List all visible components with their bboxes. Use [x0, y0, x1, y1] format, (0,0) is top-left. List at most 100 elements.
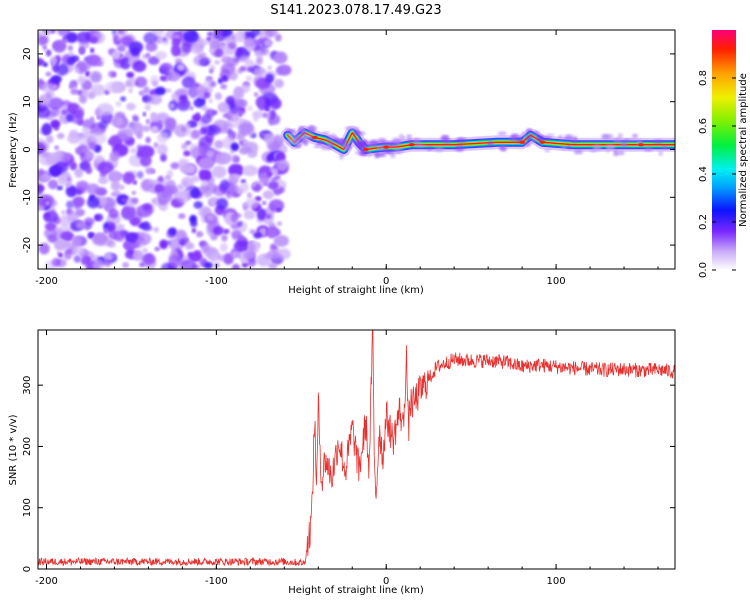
- noise-blob: [40, 150, 50, 158]
- snr-x-ticks: -200 -100 0 100: [35, 330, 659, 587]
- noise-blob: [38, 35, 48, 46]
- colorbar-label: Normalized spectral amplitude: [738, 73, 749, 227]
- signal-hotspot: [408, 143, 415, 147]
- noise-blob: [231, 263, 241, 269]
- signal-fringe: [620, 141, 628, 148]
- noise-blob: [123, 242, 132, 250]
- noise-blob: [235, 48, 243, 55]
- noise-blob: [199, 186, 207, 193]
- noise-blob: [269, 243, 278, 251]
- noise-blob: [90, 129, 95, 134]
- noise-blob: [202, 91, 211, 99]
- noise-blob: [247, 46, 253, 52]
- spectrogram-y-ticks: -20 -10 0 10 20: [22, 48, 675, 253]
- noise-blob: [236, 188, 244, 195]
- noise-blob: [189, 106, 194, 111]
- noise-blob: [231, 251, 239, 258]
- signal-fringe: [326, 135, 331, 142]
- noise-blob: [243, 210, 256, 220]
- signal-fringe: [353, 130, 362, 136]
- noise-blob: [57, 175, 67, 187]
- noise-blob: [46, 97, 64, 110]
- noise-blob: [42, 62, 48, 67]
- noise-blob: [150, 126, 159, 133]
- noise-blob: [145, 136, 151, 144]
- noise-blob: [154, 183, 165, 193]
- noise-blob: [144, 104, 151, 111]
- noise-blob: [237, 220, 243, 227]
- noise-blob: [116, 44, 126, 53]
- noise-blob: [111, 30, 117, 35]
- noise-blob: [97, 161, 114, 175]
- noise-blob: [110, 180, 121, 191]
- noise-blob: [73, 255, 81, 263]
- noise-blob: [206, 150, 215, 159]
- noise-blob: [86, 196, 100, 209]
- noise-blob: [130, 47, 140, 57]
- noise-blob: [164, 175, 171, 181]
- signal-fringe: [358, 151, 368, 157]
- noise-blob: [160, 64, 170, 74]
- noise-blob: [255, 57, 263, 65]
- noise-blob: [69, 161, 78, 171]
- signal-fringe: [434, 146, 444, 153]
- noise-blob: [233, 57, 240, 62]
- noise-blob: [214, 140, 224, 149]
- noise-blob: [60, 231, 75, 242]
- noise-blob: [45, 135, 54, 144]
- noise-blob: [47, 179, 59, 190]
- noise-blob: [231, 114, 238, 121]
- signal-fringe: [613, 137, 622, 144]
- signal-fringe: [326, 143, 333, 149]
- noise-blob: [198, 168, 212, 182]
- signal-hotspot: [539, 140, 546, 144]
- noise-blob: [199, 93, 205, 100]
- noise-blob: [213, 30, 224, 36]
- noise-blob: [266, 227, 277, 238]
- noise-blob: [47, 234, 58, 243]
- noise-blob: [262, 201, 267, 205]
- noise-blob: [275, 67, 283, 75]
- noise-blob: [262, 190, 274, 200]
- noise-blob: [249, 229, 256, 235]
- noise-blob: [66, 176, 72, 184]
- signal-hotspot: [311, 135, 318, 140]
- noise-blob: [115, 101, 122, 107]
- signal-fringe: [350, 126, 360, 130]
- noise-blob: [191, 113, 202, 122]
- noise-blob: [192, 82, 200, 88]
- noise-blob: [38, 57, 43, 66]
- noise-blob: [219, 242, 228, 252]
- noise-blob: [141, 125, 151, 132]
- signal-fringe: [415, 144, 426, 148]
- noise-blob: [146, 52, 151, 58]
- x-tick-label: 100: [547, 576, 566, 587]
- noise-blob: [111, 254, 117, 260]
- noise-blob: [166, 240, 171, 245]
- noise-blob: [211, 165, 227, 179]
- noise-blob: [234, 157, 240, 162]
- noise-blob: [243, 37, 255, 49]
- noise-blob: [203, 190, 212, 198]
- signal-fringe: [299, 126, 306, 133]
- noise-blob: [96, 103, 114, 116]
- noise-blob: [112, 33, 119, 40]
- signal-fringe: [413, 137, 421, 145]
- signal-fringe: [497, 131, 508, 136]
- signal-fringe: [394, 148, 404, 155]
- noise-blob: [38, 106, 51, 119]
- noise-blob: [182, 188, 192, 196]
- signal-hotspot: [383, 145, 390, 149]
- noise-blob: [171, 33, 181, 41]
- noise-blob: [76, 31, 92, 44]
- noise-blob: [104, 228, 109, 234]
- noise-blob: [129, 216, 141, 227]
- noise-blob: [213, 226, 224, 236]
- x-tick-label: 100: [547, 276, 566, 287]
- noise-blob: [254, 50, 263, 58]
- noise-blob: [92, 259, 105, 269]
- noise-blob: [228, 163, 244, 177]
- snr-y-ticks: 0 100 200 300: [22, 376, 675, 572]
- noise-blob: [170, 44, 181, 57]
- noise-blob: [208, 98, 213, 104]
